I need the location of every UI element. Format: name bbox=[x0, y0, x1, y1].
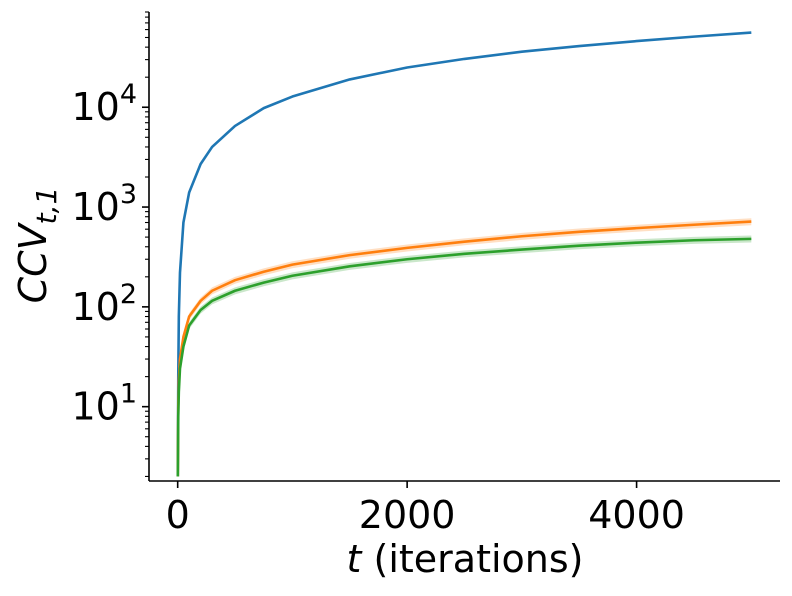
x-tick-label: 0 bbox=[166, 493, 190, 537]
y-tick-label: 103 bbox=[71, 179, 137, 229]
y-tick-label: 101 bbox=[71, 379, 137, 429]
axes bbox=[148, 12, 780, 482]
x-ticks: 0 2000 4000 bbox=[166, 481, 685, 537]
x-axis-label-var: t bbox=[347, 537, 364, 581]
y-minor-ticks bbox=[145, 11, 149, 477]
y-tick-label: 104 bbox=[71, 79, 137, 129]
x-tick-label: 4000 bbox=[588, 493, 685, 537]
series-lines bbox=[176, 31, 752, 477]
y-axis-label: CCVt,1 bbox=[11, 187, 63, 304]
series-2-line bbox=[176, 220, 752, 477]
confidence-bands bbox=[177, 218, 752, 481]
y-ticks: 101 102 103 104 bbox=[71, 79, 149, 429]
y-axis-label-sub: t,1 bbox=[30, 187, 63, 225]
x-axis-label: t (iterations) bbox=[347, 537, 584, 581]
x-tick-label: 2000 bbox=[359, 493, 456, 537]
series-2-band bbox=[177, 218, 752, 481]
series-3-line bbox=[176, 237, 752, 477]
series-1-line bbox=[176, 31, 752, 477]
y-tick-label: 102 bbox=[71, 279, 137, 329]
x-axis-label-text: (iterations) bbox=[361, 537, 583, 581]
y-axis-label-var: CCV bbox=[11, 221, 55, 303]
